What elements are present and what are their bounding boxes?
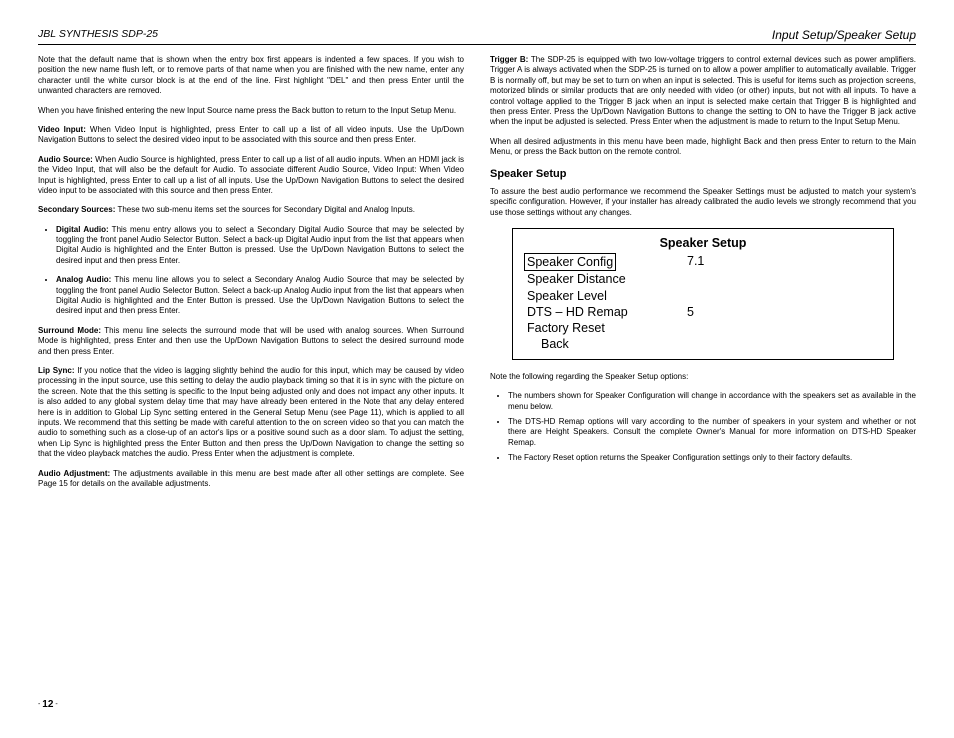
menu-label: DTS – HD Remap <box>527 304 687 320</box>
section-heading-speaker-setup: Speaker Setup <box>490 167 916 181</box>
menu-row: Speaker Distance <box>527 271 879 287</box>
menu-title: Speaker Setup <box>527 235 879 251</box>
left-column: Note that the default name that is shown… <box>38 55 464 498</box>
page-header: JBL SYNTHESIS SDP-25 Input Setup/Speaker… <box>38 28 916 45</box>
page-number: 12 <box>38 699 58 710</box>
body-text: Audio Adjustment: The adjustments availa… <box>38 469 464 490</box>
menu-row: Speaker Config7.1 <box>527 253 879 271</box>
label-surround-mode: Surround Mode: <box>38 326 101 335</box>
menu-row: DTS – HD Remap5 <box>527 304 879 320</box>
list-item: The Factory Reset option returns the Spe… <box>508 453 916 463</box>
menu-value: 5 <box>687 304 879 320</box>
menu-value <box>687 320 879 336</box>
menu-row: Speaker Level <box>527 288 879 304</box>
menu-row: Factory Reset <box>527 320 879 336</box>
body-text: When all desired adjustments in this men… <box>490 137 916 158</box>
label-lip-sync: Lip Sync: <box>38 366 75 375</box>
body-text: Secondary Sources: These two sub-menu it… <box>38 205 464 215</box>
menu-value <box>687 271 879 287</box>
header-left: JBL SYNTHESIS SDP-25 <box>38 28 158 42</box>
menu-label: Back <box>527 336 687 352</box>
list-item: The numbers shown for Speaker Configurat… <box>508 391 916 412</box>
label-audio-source: Audio Source: <box>38 155 93 164</box>
header-right: Input Setup/Speaker Setup <box>772 28 916 42</box>
body-text: When you have finished entering the new … <box>38 106 464 116</box>
content-columns: Note that the default name that is shown… <box>38 55 916 498</box>
menu-row: Back <box>527 336 879 352</box>
list-item: Digital Audio: This menu entry allows yo… <box>56 225 464 267</box>
menu-value <box>687 336 879 352</box>
label-audio-adjustment: Audio Adjustment: <box>38 469 110 478</box>
menu-label: Factory Reset <box>527 320 687 336</box>
label-digital-audio: Digital Audio: <box>56 225 109 234</box>
body-text: Trigger B: The SDP-25 is equipped with t… <box>490 55 916 128</box>
body-text: Lip Sync: If you notice that the video i… <box>38 366 464 460</box>
label-video-input: Video Input: <box>38 125 86 134</box>
label-secondary-sources: Secondary Sources: <box>38 205 115 214</box>
menu-value <box>687 288 879 304</box>
right-column: Trigger B: The SDP-25 is equipped with t… <box>490 55 916 498</box>
notes-list: The numbers shown for Speaker Configurat… <box>502 391 916 463</box>
speaker-setup-menu: Speaker Setup Speaker Config7.1Speaker D… <box>512 228 894 360</box>
label-trigger-b: Trigger B: <box>490 55 528 64</box>
body-text: To assure the best audio performance we … <box>490 187 916 218</box>
list-item: The DTS-HD Remap options will vary accor… <box>508 417 916 448</box>
sub-bullets: Digital Audio: This menu entry allows yo… <box>50 225 464 317</box>
body-text: Surround Mode: This menu line selects th… <box>38 326 464 357</box>
menu-label: Speaker Config <box>527 253 687 271</box>
menu-label: Speaker Level <box>527 288 687 304</box>
body-text: Note the following regarding the Speaker… <box>490 372 916 382</box>
body-text: Audio Source: When Audio Source is highl… <box>38 155 464 197</box>
list-item: Analog Audio: This menu line allows you … <box>56 275 464 317</box>
label-analog-audio: Analog Audio: <box>56 275 111 284</box>
body-text: Video Input: When Video Input is highlig… <box>38 125 464 146</box>
body-text: Note that the default name that is shown… <box>38 55 464 97</box>
menu-value: 7.1 <box>687 253 879 271</box>
menu-label: Speaker Distance <box>527 271 687 287</box>
